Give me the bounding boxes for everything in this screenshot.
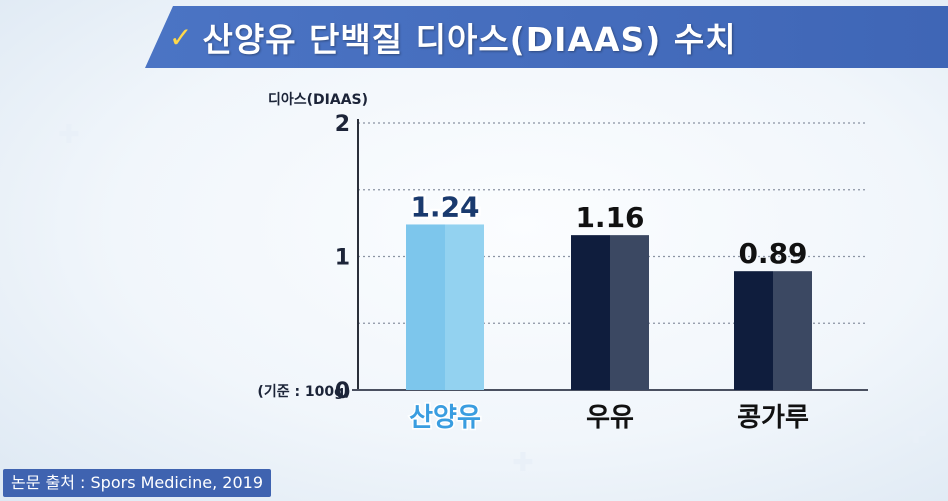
y-tick-label: 1 bbox=[335, 246, 350, 271]
category-label: 우유 bbox=[586, 403, 634, 433]
decoration-plus-icon: ✚ bbox=[58, 120, 80, 150]
category-label: 산양유 bbox=[409, 403, 481, 433]
page-title: 산양유 단백질 디아스(DIAAS) 수치 bbox=[202, 20, 737, 59]
base-unit-note: (기준 : 100g) bbox=[257, 384, 350, 400]
bar bbox=[734, 271, 773, 390]
bar-highlight-half bbox=[773, 271, 812, 390]
category-label: 콩가루 bbox=[737, 403, 809, 433]
bar-highlight-half bbox=[445, 224, 484, 390]
bar-highlight-half bbox=[610, 235, 649, 390]
y-tick-label: 0 bbox=[335, 379, 350, 404]
bar-value-label: 1.16 bbox=[575, 201, 644, 234]
bar-value-label: 1.24 bbox=[410, 190, 479, 223]
y-axis-label: 디아스(DIAAS) bbox=[268, 91, 368, 108]
check-icon: ✓ bbox=[169, 20, 193, 54]
bar bbox=[571, 235, 610, 390]
source-citation: 논문 출처 : Spors Medicine, 2019 bbox=[3, 469, 271, 497]
y-tick-label: 2 bbox=[335, 112, 350, 137]
bar-value-label: 0.89 bbox=[738, 237, 807, 270]
decoration-plus-icon: ✚ bbox=[512, 448, 534, 478]
bar bbox=[406, 224, 445, 390]
title-banner: ✓ 산양유 단백질 디아스(DIAAS) 수치 bbox=[145, 6, 948, 68]
decoration-plus-icon: ✚ bbox=[905, 420, 927, 450]
